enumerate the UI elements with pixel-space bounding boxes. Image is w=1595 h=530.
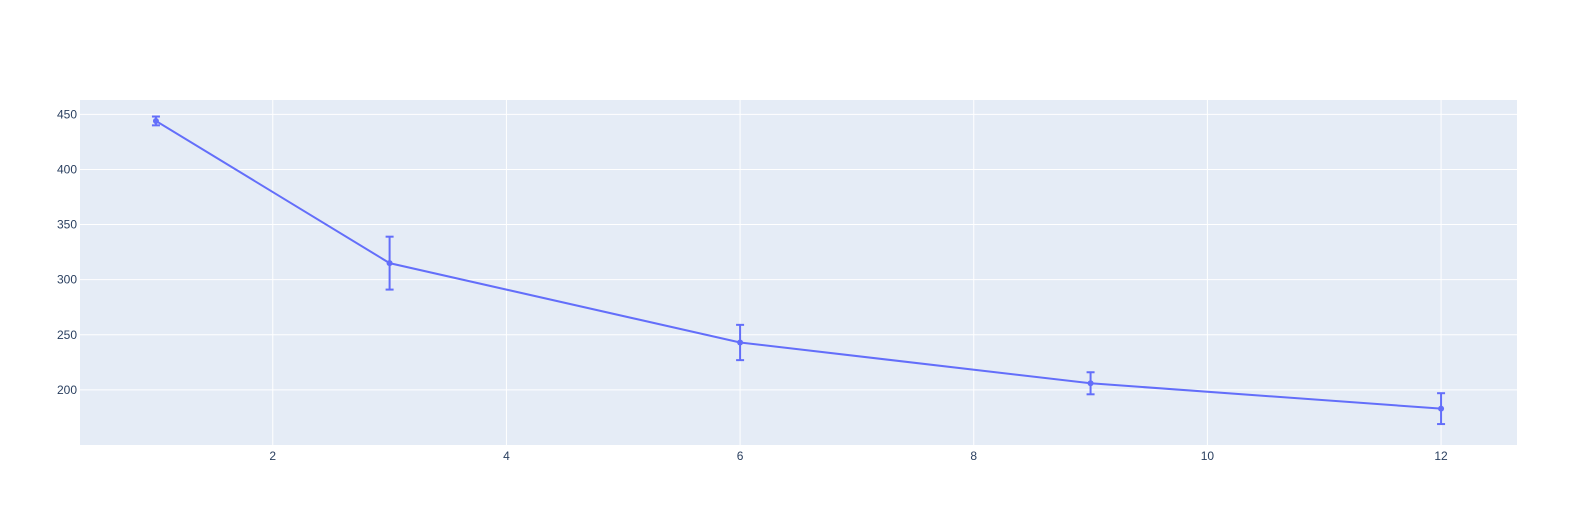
- y-tick-label: 300: [57, 273, 77, 287]
- x-tick-label: 10: [1201, 449, 1215, 463]
- y-tick-label: 400: [57, 162, 77, 176]
- x-tick-label: 2: [269, 449, 276, 463]
- data-point: [386, 260, 393, 267]
- y-tick-label: 350: [57, 218, 77, 232]
- x-tick-label: 4: [503, 449, 510, 463]
- x-tick-label: 6: [737, 449, 744, 463]
- data-point: [1438, 405, 1445, 412]
- y-tick-label: 450: [57, 107, 77, 121]
- grid-lines: [80, 100, 1517, 445]
- data-point: [737, 339, 744, 346]
- axis-labels: 2 4 6 8 10 12 200 250 300 350 400 450: [57, 107, 1448, 463]
- plot-background: [80, 100, 1517, 445]
- data-point: [1087, 380, 1094, 387]
- y-tick-label: 200: [57, 383, 77, 397]
- data-layer: [151, 115, 1446, 426]
- x-tick-label: 8: [970, 449, 977, 463]
- data-point: [152, 117, 159, 124]
- y-tick-label: 250: [57, 328, 77, 342]
- x-tick-label: 12: [1434, 449, 1448, 463]
